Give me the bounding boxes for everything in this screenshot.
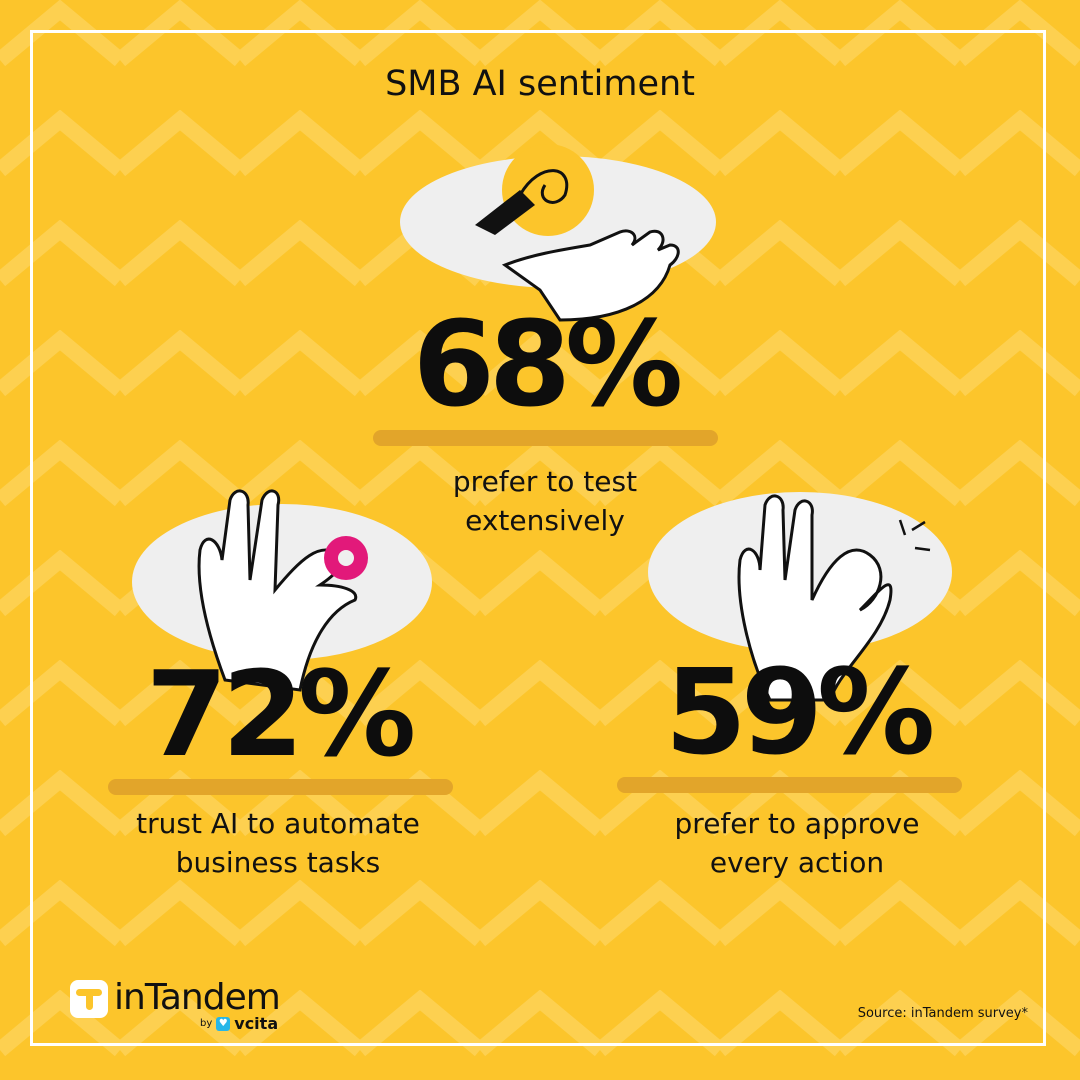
stat-caption-test: prefer to test extensively bbox=[345, 462, 745, 540]
stat-value-approve: 59% bbox=[664, 643, 935, 781]
caption-line: extensively bbox=[465, 504, 625, 537]
stat-value-test: 68% bbox=[412, 295, 683, 433]
by-label: by bbox=[200, 1018, 213, 1029]
source-note: Source: inTandem survey* bbox=[857, 1006, 1028, 1021]
intandem-logo: inTandem bbox=[70, 977, 281, 1018]
caption-line: prefer to approve bbox=[674, 807, 920, 840]
stat-bar-approve bbox=[617, 777, 962, 793]
caption-line: business tasks bbox=[175, 846, 381, 879]
caption-line: prefer to test bbox=[452, 465, 638, 498]
stat-caption-automate: trust AI to automate business tasks bbox=[78, 804, 478, 882]
ok-hand-icon bbox=[648, 492, 952, 702]
vcita-logo-icon: ♥ bbox=[216, 1016, 231, 1031]
caption-line: every action bbox=[709, 846, 885, 879]
stat-bar-automate bbox=[108, 779, 453, 795]
stat-caption-approve: prefer to approve every action bbox=[597, 804, 997, 882]
intandem-logo-icon bbox=[70, 980, 108, 1018]
hand-holding-gear-icon bbox=[132, 489, 432, 692]
vcita-label: vcita bbox=[234, 1014, 279, 1033]
stat-value-automate: 72% bbox=[145, 645, 416, 783]
page-title: SMB AI sentiment bbox=[385, 64, 695, 104]
stat-bar-test bbox=[373, 430, 718, 446]
hand-holding-pen-icon bbox=[400, 144, 716, 322]
white-frame bbox=[30, 30, 1046, 1046]
caption-line: trust AI to automate bbox=[136, 807, 420, 840]
logo-brand: inTandem bbox=[114, 977, 281, 1018]
vcita-attribution: by ♥ vcita bbox=[200, 1014, 278, 1033]
